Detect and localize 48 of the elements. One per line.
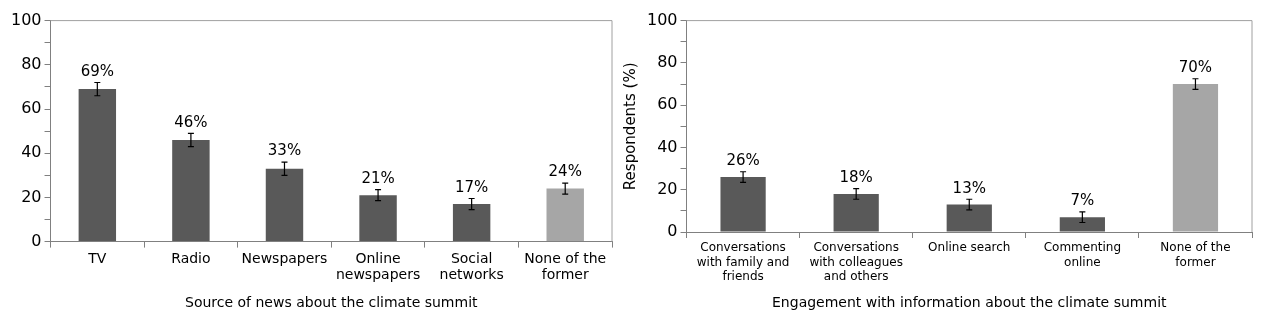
bar [1059,217,1105,232]
data-label: 13% [952,178,986,197]
y-tick-label: 0 [31,230,42,250]
data-label: 70% [1178,58,1213,77]
y-tick-label: 60 [657,94,678,114]
data-label: 46% [174,112,208,131]
y-tick-label: 60 [21,98,42,118]
bar [546,188,584,242]
data-label: 24% [548,162,582,181]
data-label: 26% [726,151,760,170]
y-tick-label: 0 [667,221,678,241]
x-tick-label: Online search [928,240,1011,255]
bar [359,195,397,242]
y-tick-label: 20 [21,186,42,206]
x-tick-label: None of the former [524,249,607,283]
x-tick-label: Conversations with family and friends [696,240,790,284]
data-label: 33% [267,141,302,160]
y-tick-label: 40 [21,142,42,162]
y-tick-label: 80 [21,53,42,73]
bar [452,204,491,242]
bar [720,177,766,232]
x-tick-label: Newspapers [241,249,328,266]
bar [172,139,210,242]
x-tick-label: TV [87,249,107,266]
bar [78,89,117,242]
y-axis-title: Respondents (%) [620,62,639,191]
data-label: 18% [839,168,873,187]
data-label: 7% [1070,191,1095,210]
x-axis-title: Source of news about the climate summit [185,294,479,311]
y-tick-label: 100 [10,9,42,29]
y-tick-label: 20 [657,178,678,198]
y-tick-label: 80 [657,52,678,72]
y-tick-label: 40 [657,136,678,156]
y-tick-label: 100 [646,9,678,29]
x-axis-title: Engagement with information about the climate summit [772,294,1168,311]
x-tick-label: Social networks [439,249,504,283]
bar [1172,84,1219,232]
bar [946,204,992,232]
x-tick-label: Radio [171,249,211,266]
bar [833,193,879,232]
x-tick-label: None of the former [1160,240,1231,269]
data-label: 21% [361,169,395,188]
x-tick-label: Online newspapers [335,249,421,283]
data-label: 17% [454,177,489,196]
x-tick-label: Commenting online [1043,240,1122,269]
x-tick-label: Conversations with colleagues and others [809,240,903,284]
data-label: 69% [80,61,114,80]
bar [265,168,304,242]
